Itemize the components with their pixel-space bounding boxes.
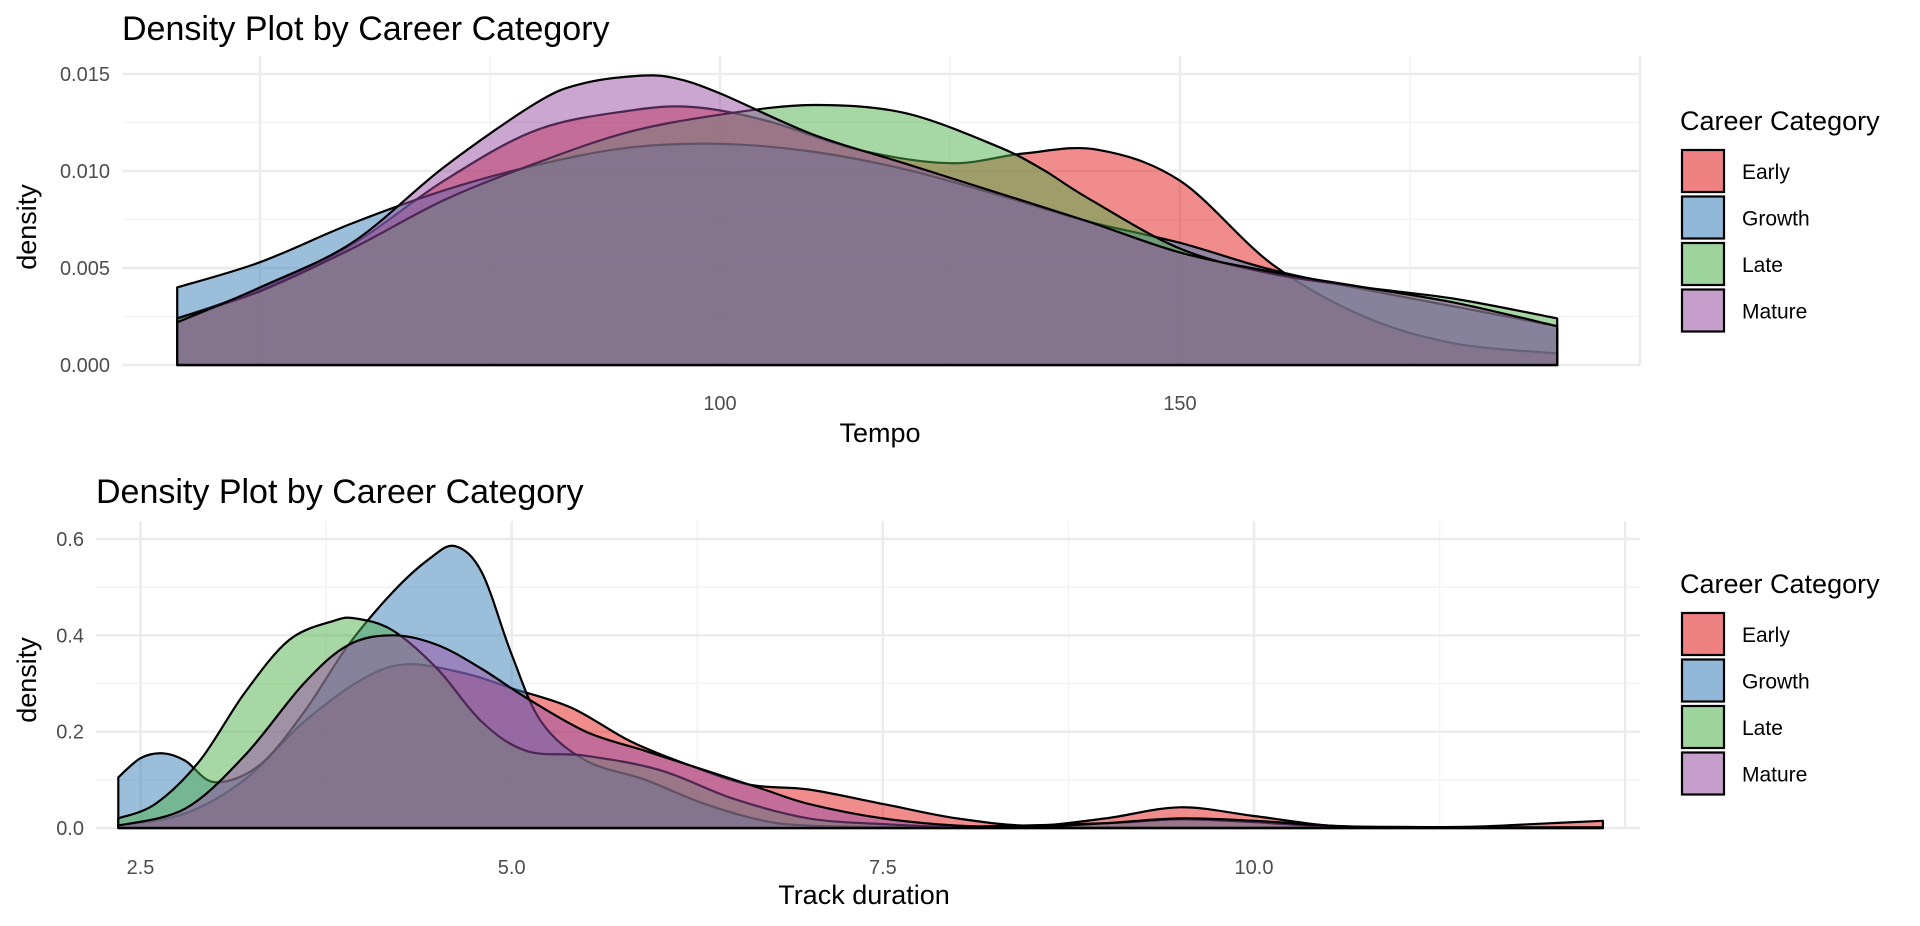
density-area-mature: [176, 74, 1559, 367]
x-tick-label: 5.0: [498, 857, 526, 879]
legend-swatch-growth: [1680, 658, 1726, 703]
y-tick-label: 0.010: [60, 161, 110, 183]
legend-swatch-early: [1680, 611, 1726, 657]
x-axis-label: Tempo: [839, 418, 920, 448]
y-tick-label: 0.015: [60, 64, 110, 86]
legend-swatch-late: [1680, 704, 1726, 750]
legend-label: Late: [1742, 254, 1783, 277]
x-tick-label: 150: [1163, 393, 1196, 415]
legend: Career Category Early Growth Late Mature: [1680, 569, 1880, 796]
y-axis-label: density: [12, 637, 42, 723]
x-tick-labels: 100 150: [703, 393, 1196, 415]
legend-title: Career Category: [1680, 569, 1880, 599]
legend-swatch-late: [1680, 241, 1726, 287]
legend-label: Growth: [1742, 208, 1810, 231]
y-tick-label: 0.6: [56, 529, 84, 551]
legend-label: Early: [1742, 624, 1790, 647]
legend-label: Early: [1742, 161, 1790, 184]
legend-swatch-mature: [1680, 288, 1726, 333]
legend-swatch-mature: [1680, 751, 1726, 796]
legend-label: Growth: [1742, 671, 1810, 694]
chart-title: Density Plot by Career Category: [96, 473, 584, 511]
x-tick-label: 7.5: [869, 857, 897, 879]
legend-label: Mature: [1742, 301, 1807, 324]
legend-swatch-growth: [1680, 195, 1726, 240]
x-tick-label: 100: [703, 393, 736, 415]
y-tick-labels: 0.0 0.2 0.4 0.6: [56, 529, 84, 840]
density-area-mature: [117, 634, 1604, 830]
x-axis-label: Track duration: [778, 880, 950, 910]
y-tick-label: 0.4: [56, 625, 84, 647]
density-areas: [176, 74, 1559, 367]
legend: Career Category Early Growth Late Mature: [1680, 106, 1880, 333]
legend-swatch-early: [1680, 148, 1726, 194]
y-tick-label: 0.2: [56, 722, 84, 744]
x-tick-label: 10.0: [1235, 857, 1274, 879]
x-tick-labels: 2.5 5.0 7.5 10.0: [127, 857, 1274, 879]
y-tick-label: 0.005: [60, 258, 110, 280]
y-tick-label: 0.000: [60, 355, 110, 377]
density-areas: [117, 544, 1604, 830]
legend-label: Late: [1742, 717, 1783, 740]
y-tick-label: 0.0: [56, 818, 84, 840]
legend-label: Mature: [1742, 764, 1807, 787]
duration-density-panel: Density Plot by Career Category 0.00.20.…: [12, 473, 1880, 910]
legend-title: Career Category: [1680, 106, 1880, 136]
tempo-density-panel: Density Plot by Career Category 0.0000.0…: [12, 10, 1880, 448]
y-axis-label: density: [12, 184, 42, 270]
y-tick-labels: 0.000 0.005 0.010 0.015: [60, 64, 110, 377]
chart-title: Density Plot by Career Category: [122, 10, 610, 48]
x-tick-label: 2.5: [127, 857, 155, 879]
